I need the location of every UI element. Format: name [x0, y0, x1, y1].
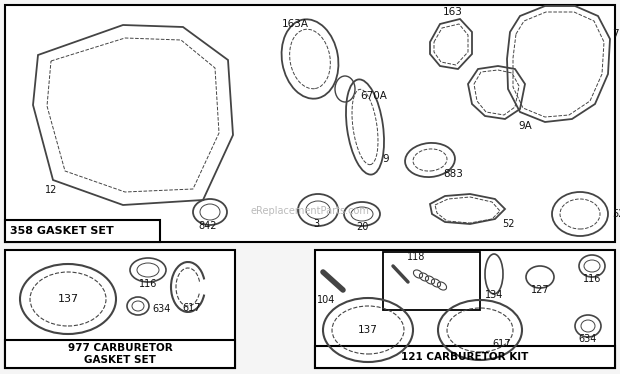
Text: 12: 12 — [45, 185, 58, 195]
Text: 134: 134 — [485, 290, 503, 300]
Bar — [315, 346, 615, 368]
Bar — [5, 340, 235, 368]
Text: 617: 617 — [492, 339, 510, 349]
Text: 3: 3 — [313, 219, 319, 229]
Text: 116: 116 — [583, 274, 601, 284]
Text: 634: 634 — [152, 304, 171, 314]
Text: 127: 127 — [531, 285, 549, 295]
Bar — [5, 220, 160, 242]
Text: 842: 842 — [199, 221, 217, 231]
Text: 670A: 670A — [360, 91, 387, 101]
Text: 104: 104 — [317, 295, 335, 305]
Text: 163: 163 — [443, 7, 463, 17]
Text: 9: 9 — [382, 154, 389, 164]
Text: 7: 7 — [612, 29, 619, 39]
Text: 163A: 163A — [281, 19, 309, 29]
Bar — [5, 5, 615, 242]
Text: 137: 137 — [358, 325, 378, 335]
Text: 524: 524 — [612, 209, 620, 219]
Text: 634: 634 — [579, 334, 597, 344]
Text: 137: 137 — [58, 294, 79, 304]
Text: 617: 617 — [183, 303, 202, 313]
Text: 358 GASKET SET: 358 GASKET SET — [10, 226, 113, 236]
Text: 118: 118 — [407, 252, 425, 262]
Text: 52: 52 — [502, 219, 515, 229]
Text: 116: 116 — [139, 279, 157, 289]
Text: 883: 883 — [443, 169, 463, 179]
Text: 977 CARBURETOR
GASKET SET: 977 CARBURETOR GASKET SET — [68, 343, 172, 365]
Bar — [5, 250, 235, 368]
Text: 20: 20 — [356, 222, 368, 232]
Bar — [383, 252, 480, 310]
Text: 9A: 9A — [518, 121, 532, 131]
Text: eReplacementParts.com: eReplacementParts.com — [250, 206, 370, 216]
Text: 121 CARBURETOR KIT: 121 CARBURETOR KIT — [401, 352, 529, 362]
Bar — [315, 250, 615, 368]
